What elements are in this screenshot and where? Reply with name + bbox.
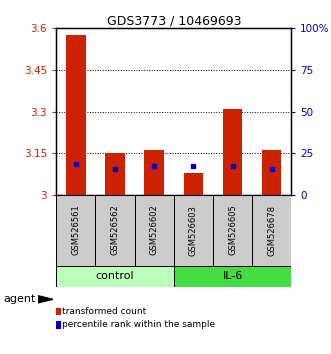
Bar: [184, 172, 203, 195]
Title: GDS3773 / 10469693: GDS3773 / 10469693: [107, 14, 241, 27]
Text: transformed count: transformed count: [63, 307, 147, 316]
Text: GSM526678: GSM526678: [267, 205, 276, 256]
Bar: [95, 195, 135, 266]
Bar: [56, 266, 174, 287]
Text: agent: agent: [3, 294, 36, 304]
Text: percentile rank within the sample: percentile rank within the sample: [63, 320, 215, 330]
Bar: [252, 195, 291, 266]
Text: GSM526602: GSM526602: [150, 205, 159, 256]
Text: GSM526605: GSM526605: [228, 205, 237, 256]
Bar: [56, 195, 95, 266]
Text: control: control: [96, 271, 134, 281]
Bar: [174, 266, 291, 287]
Polygon shape: [38, 296, 53, 303]
Bar: [144, 150, 164, 195]
Bar: [135, 195, 174, 266]
Text: GSM526562: GSM526562: [111, 205, 119, 256]
Bar: [262, 150, 281, 195]
Bar: [174, 195, 213, 266]
Text: IL-6: IL-6: [222, 271, 243, 281]
Bar: [105, 153, 125, 195]
Text: GSM526561: GSM526561: [71, 205, 80, 256]
Bar: [66, 35, 86, 195]
Bar: [223, 109, 242, 195]
Text: GSM526603: GSM526603: [189, 205, 198, 256]
Bar: [213, 195, 252, 266]
